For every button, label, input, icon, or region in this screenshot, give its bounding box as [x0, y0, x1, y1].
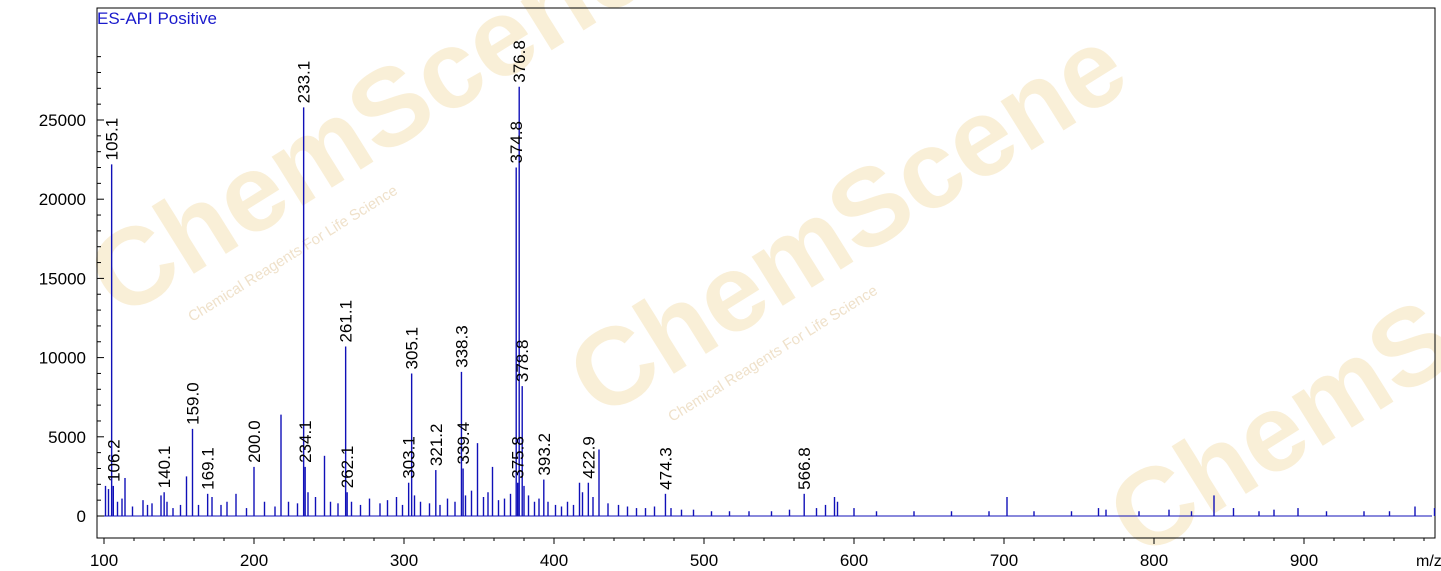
peak-label: 303.1	[400, 436, 419, 479]
x-tick-label: 100	[90, 551, 118, 570]
peak-label: 422.9	[579, 436, 598, 479]
spectrum-bars	[104, 86, 1436, 517]
peak-label: 378.8	[513, 340, 532, 383]
x-axis: 100 200 300 400 500 600 700 800 900	[90, 538, 1425, 570]
x-tick-label: 300	[390, 551, 418, 570]
x-tick-label: 400	[540, 551, 568, 570]
peak-label: 200.0	[245, 420, 264, 463]
peak-label: 261.1	[337, 300, 356, 343]
peak-label: 233.1	[295, 61, 314, 104]
peak-label: 339.4	[454, 422, 473, 465]
x-tick-label: 200	[240, 551, 268, 570]
y-tick-label: 20000	[39, 190, 86, 209]
x-tick-label: 700	[990, 551, 1018, 570]
peak-label: 321.2	[427, 424, 446, 467]
y-axis: 0 5000 10000 15000 20000 25000	[39, 56, 104, 526]
x-axis-label: m/z	[1416, 553, 1441, 570]
peak-label: 140.1	[155, 446, 174, 489]
peak-label: 338.3	[452, 325, 471, 368]
watermark-brand: ChemScene	[1088, 142, 1441, 571]
x-tick-label: 900	[1290, 551, 1318, 570]
x-tick-label: 800	[1140, 551, 1168, 570]
y-tick-label: 5000	[48, 428, 86, 447]
watermark: ChemScene Chemical Reagents For Life Sci…	[68, 0, 1441, 571]
x-tick-label: 600	[840, 551, 868, 570]
chart-title: ES-API Positive	[97, 9, 217, 28]
peak-label: 566.8	[795, 447, 814, 490]
peak-label: 169.1	[199, 447, 218, 490]
watermark-brand: ChemScene	[68, 0, 667, 340]
x-tick-label: 500	[690, 551, 718, 570]
peak-label: 159.0	[184, 382, 203, 425]
peak-label: 374.8	[507, 121, 526, 164]
watermark-brand: ChemScene	[548, 2, 1147, 440]
peak-label: 393.2	[535, 433, 554, 476]
peak-label: 105.1	[103, 118, 122, 161]
peak-label: 375.8	[509, 436, 528, 479]
plot-frame	[96, 7, 1436, 539]
y-tick-label: 0	[77, 507, 86, 526]
y-tick-label: 25000	[39, 111, 86, 130]
y-tick-label: 15000	[39, 269, 86, 288]
y-tick-label: 10000	[39, 349, 86, 368]
peak-label: 106.2	[104, 439, 123, 482]
peak-label: 234.1	[296, 420, 315, 463]
peak-label: 262.1	[338, 446, 357, 489]
peak-labels: 105.1 106.2 140.1 159.0 169.1 200.0 233.1 234.1…	[103, 40, 815, 490]
peak-label: 305.1	[403, 327, 422, 370]
peak-label: 474.3	[656, 447, 675, 490]
peak-label: 376.8	[510, 40, 529, 83]
